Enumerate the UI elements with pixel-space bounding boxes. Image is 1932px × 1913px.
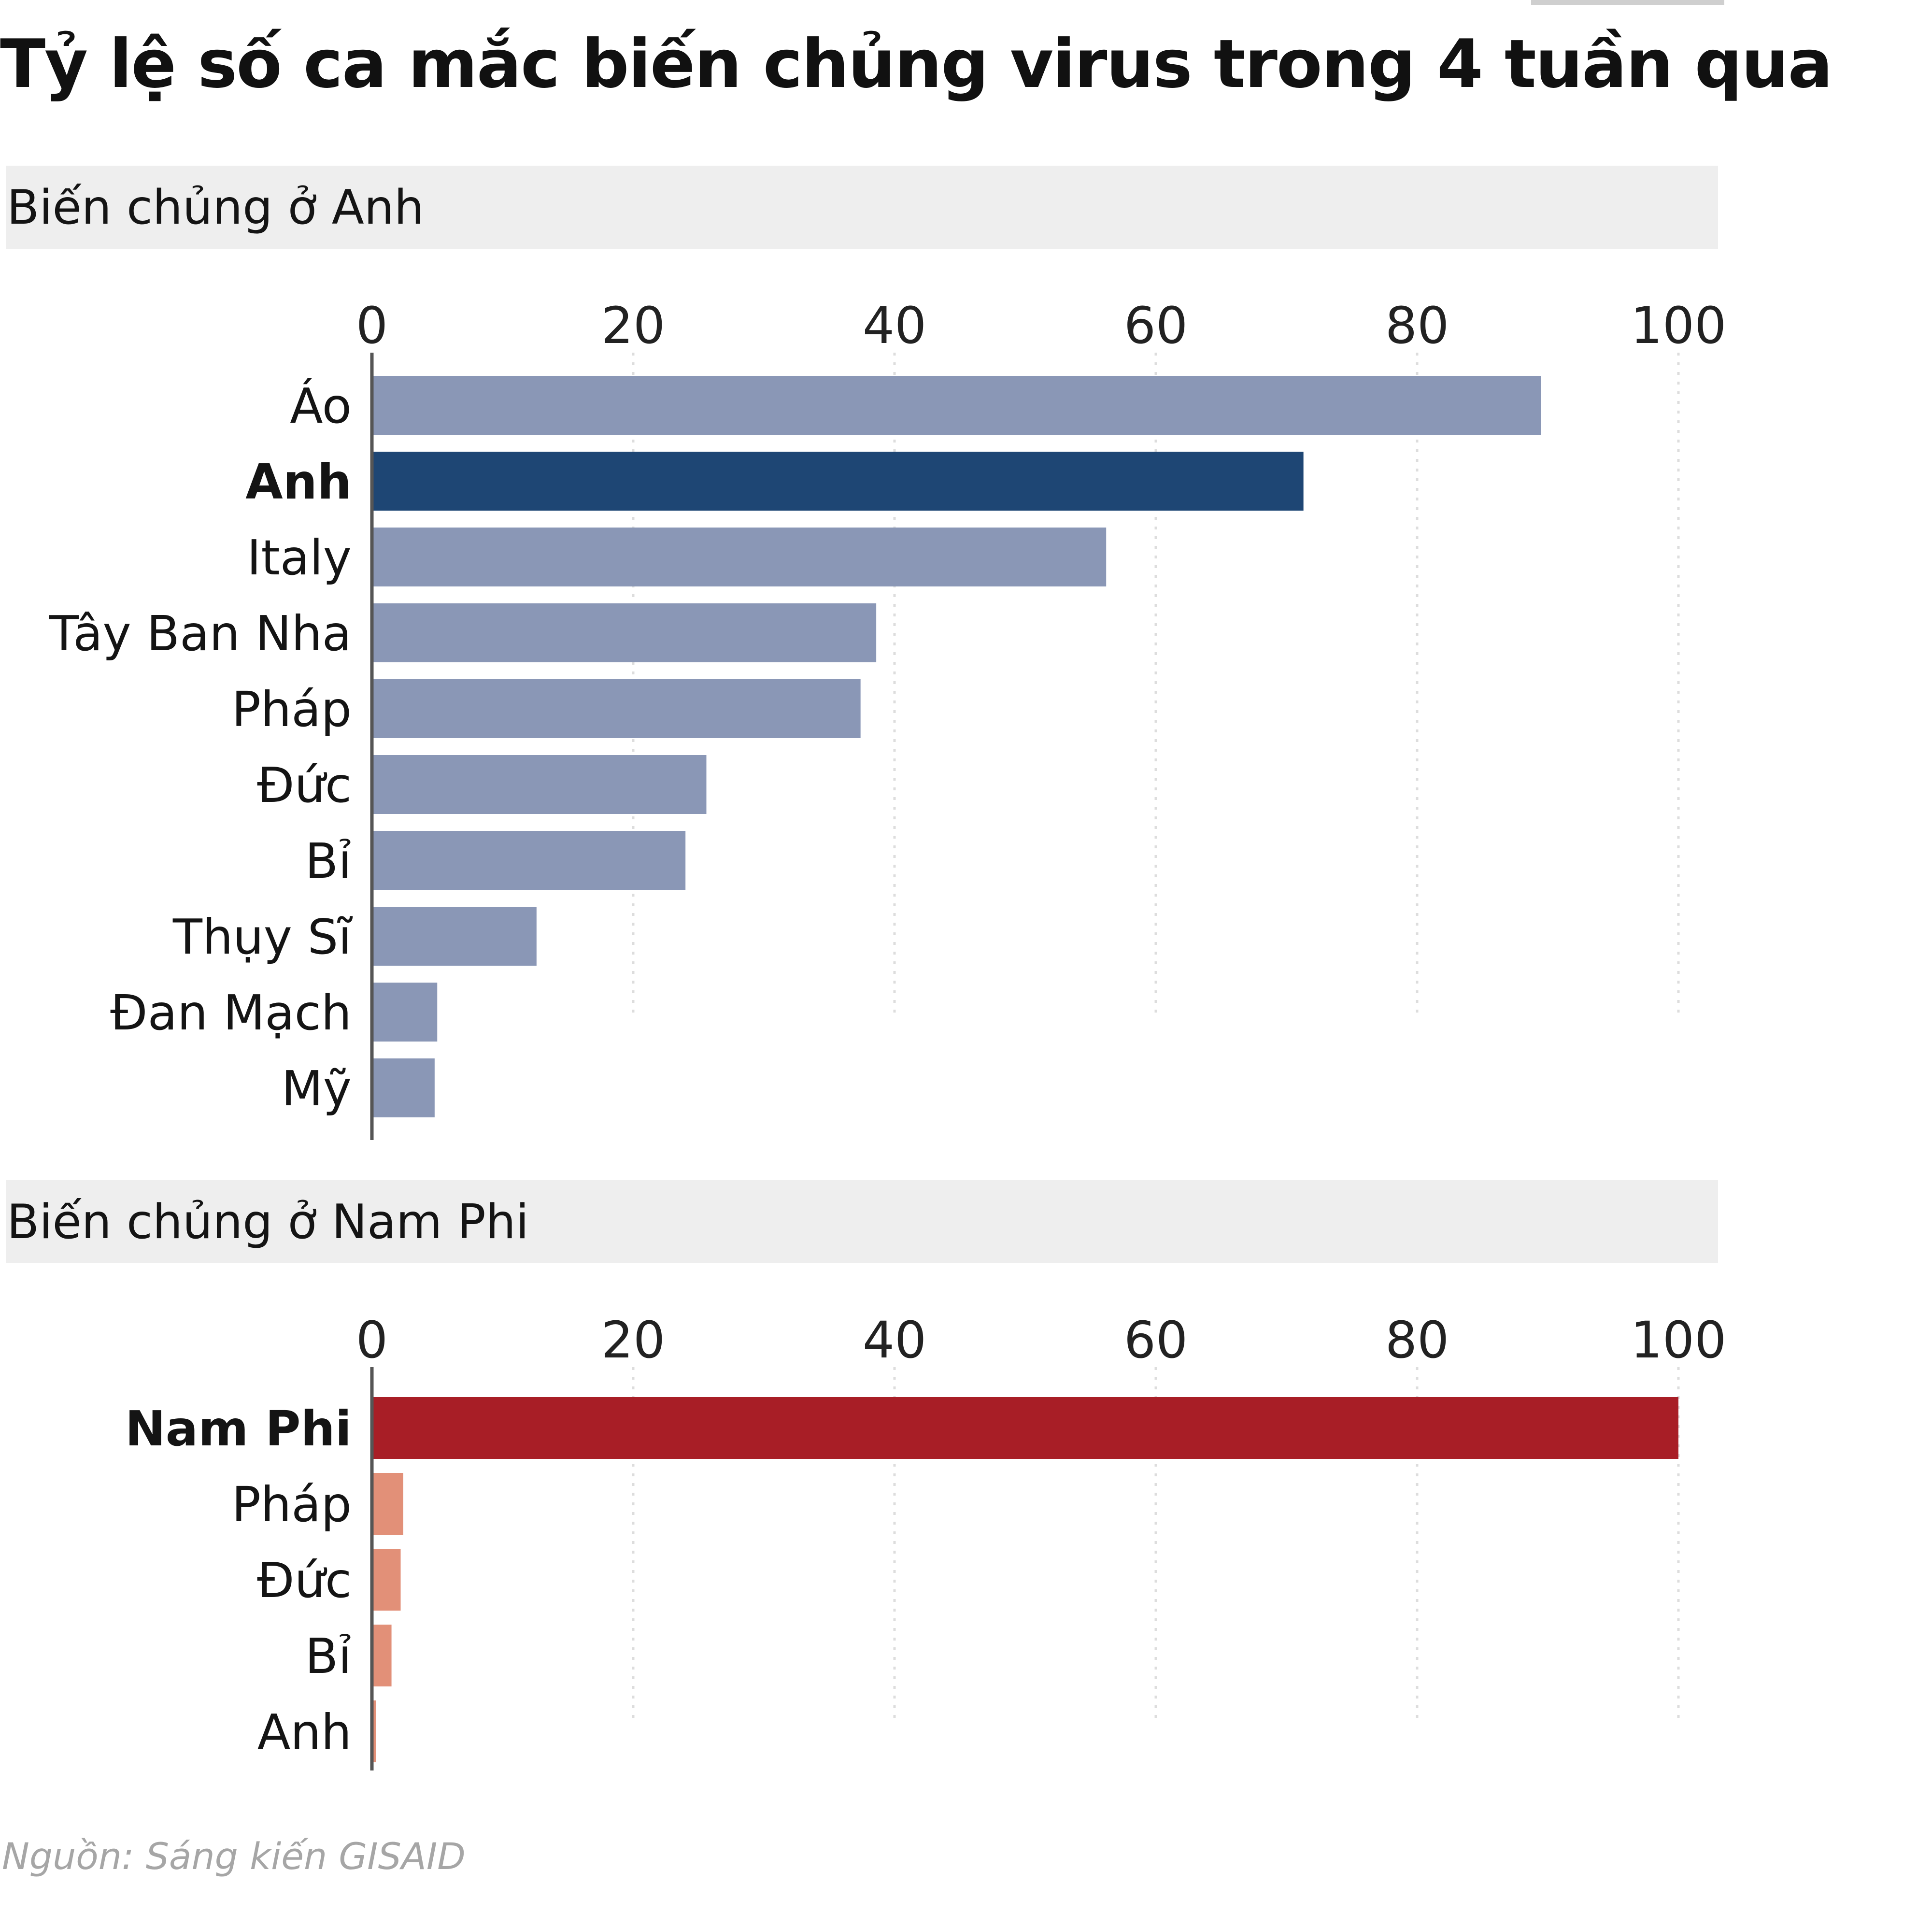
bar	[372, 1625, 392, 1686]
source-note: Nguồn: Sáng kiến GISAID	[2, 1835, 466, 1878]
bar	[372, 603, 877, 662]
bar	[372, 1473, 403, 1535]
category-label: Đức	[257, 757, 352, 814]
category-label: Tây Ban Nha	[49, 605, 352, 662]
category-label: Mỹ	[282, 1060, 352, 1117]
chart-uk-variant: 0 20 40 60 80 100 Áo Anh Italy Tây Ban Nha Pháp Đức…	[49, 296, 1727, 1140]
category-label: Nam Phi	[125, 1400, 352, 1457]
bar	[372, 1549, 401, 1611]
chart-sa-variant: 0 20 40 60 80 100 Nam Phi Pháp Đức Bỉ Anh	[125, 1311, 1727, 1770]
bar	[372, 983, 438, 1042]
category-label: Đức	[257, 1552, 352, 1609]
tick-label: 100	[1631, 296, 1727, 355]
top-decoration-rule	[1531, 0, 1724, 5]
category-label: Italy	[247, 529, 352, 586]
section-title-sa-variant: Biến chủng ở Nam Phi	[7, 1195, 529, 1250]
bar	[372, 376, 1541, 435]
category-label: Anh	[245, 454, 352, 510]
section-title-uk-variant: Biến chủng ở Anh	[7, 180, 424, 235]
category-label: Đan Mạch	[110, 985, 352, 1041]
bar	[372, 1700, 376, 1762]
bar	[372, 907, 537, 966]
tick-label: 20	[601, 1311, 665, 1370]
category-label: Anh	[257, 1704, 352, 1760]
tick-label: 20	[601, 296, 665, 355]
category-label: Pháp	[232, 681, 352, 738]
bar	[372, 528, 1107, 586]
category-label: Bỉ	[305, 833, 352, 889]
bar	[372, 452, 1304, 511]
tick-label: 40	[863, 296, 926, 355]
bar	[372, 1058, 435, 1117]
section-header-uk-variant: Biến chủng ở Anh	[6, 166, 1718, 249]
tick-label: 40	[863, 1311, 926, 1370]
tick-label: 80	[1385, 296, 1449, 355]
category-label: Bỉ	[305, 1628, 352, 1685]
tick-label: 100	[1631, 1311, 1727, 1370]
bar	[372, 831, 686, 890]
tick-label: 0	[356, 1311, 388, 1370]
bar	[372, 1397, 1678, 1459]
category-label: Áo	[290, 378, 352, 434]
tick-label: 0	[356, 296, 388, 355]
bar	[372, 755, 707, 814]
category-label: Pháp	[232, 1476, 352, 1533]
tick-label: 60	[1124, 296, 1188, 355]
section-header-sa-variant: Biến chủng ở Nam Phi	[6, 1180, 1718, 1263]
tick-label: 60	[1124, 1311, 1188, 1370]
bar	[372, 679, 861, 738]
tick-label: 80	[1385, 1311, 1449, 1370]
page-title: Tỷ lệ số ca mắc biến chủng virus trong 4…	[0, 25, 1833, 103]
category-label: Thụy Sĩ	[172, 909, 353, 965]
